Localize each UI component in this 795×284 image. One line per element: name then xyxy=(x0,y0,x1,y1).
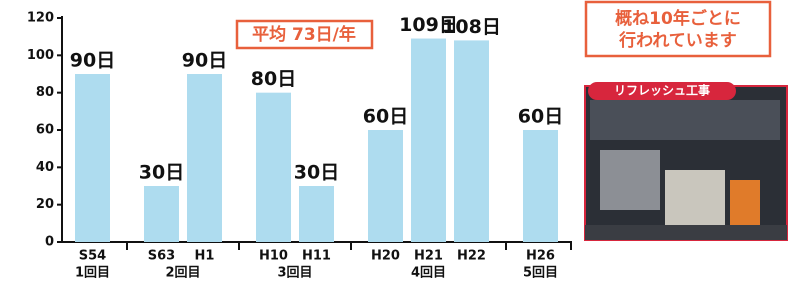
x-tick-label: H22 xyxy=(457,249,486,264)
y-tick-label: 40 xyxy=(36,160,54,175)
x-tick-label: H1 xyxy=(195,249,215,264)
y-tick-label: 120 xyxy=(27,11,54,26)
photo-caption: リフレッシュ工事 xyxy=(614,83,710,98)
x-tick-label: H10 xyxy=(259,249,288,264)
y-tick-label: 20 xyxy=(36,197,54,212)
group-label: 1回目 xyxy=(75,266,110,281)
y-tick-label: 80 xyxy=(36,85,54,100)
y-tick-label: 60 xyxy=(36,123,54,138)
chart: 平均 73日/年 概ね10年ごとに 行われています リフレッシュ工事 0 20 40… xyxy=(0,0,795,284)
value-label: 108日 xyxy=(442,16,501,38)
y-tick-label: 100 xyxy=(27,48,54,63)
value-label: 60日 xyxy=(363,106,408,128)
note-line: 行われています xyxy=(618,30,737,51)
bar xyxy=(187,74,222,242)
bar xyxy=(523,130,558,242)
photo xyxy=(585,86,787,240)
x-tick-label: S63 xyxy=(148,249,175,264)
group-label: 2回目 xyxy=(165,266,200,281)
bar xyxy=(256,93,291,242)
x-tick-label: H20 xyxy=(371,249,400,264)
group-label: 4回目 xyxy=(411,266,446,281)
bar xyxy=(411,39,446,242)
bar xyxy=(144,186,179,242)
x-tick-label: H11 xyxy=(302,249,331,264)
x-tick-label: S54 xyxy=(79,249,106,264)
average-note: 平均 73日/年 xyxy=(252,24,356,45)
note-line: 概ね10年ごとに xyxy=(615,8,741,29)
group-label: 3回目 xyxy=(277,266,312,281)
value-label: 30日 xyxy=(139,162,184,184)
bar xyxy=(454,40,489,242)
x-tick-label: H26 xyxy=(526,249,555,264)
bar xyxy=(368,130,403,242)
value-label: 80日 xyxy=(251,68,296,90)
value-label: 90日 xyxy=(182,50,227,72)
bar xyxy=(75,74,110,242)
group-label: 5回目 xyxy=(523,266,558,281)
value-label: 30日 xyxy=(294,162,339,184)
bar xyxy=(299,186,334,242)
value-label: 90日 xyxy=(70,50,115,72)
y-tick-label: 0 xyxy=(45,235,54,250)
x-tick-label: H21 xyxy=(414,249,443,264)
value-label: 60日 xyxy=(518,106,563,128)
